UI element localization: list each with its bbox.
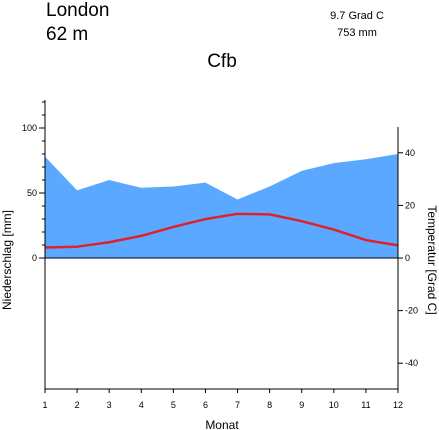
temperature-line (44, 212, 399, 249)
right-tick-label-20: 20 (405, 200, 415, 210)
annual-precipitation: 753 mm (337, 27, 377, 39)
x-tick-label-5: 5 (171, 400, 176, 410)
x-axis-label: Monat (205, 418, 239, 430)
station-name: London (46, 0, 109, 21)
right-tick-label-40: 40 (405, 148, 415, 158)
climate-class: Cfb (207, 51, 237, 72)
left-tick-label-0: 0 (32, 253, 37, 263)
x-tick-label-4: 4 (139, 400, 144, 410)
x-tick-label-2: 2 (75, 400, 80, 410)
left-tick-label-100: 100 (22, 123, 37, 133)
x-tick-label-9: 9 (299, 400, 304, 410)
x-tick-label-11: 11 (361, 400, 370, 410)
left-axis-label: Niederschlag [mm] (0, 210, 14, 310)
right-tick-label-0: 0 (405, 253, 410, 263)
x-tick-label-12: 12 (393, 400, 403, 410)
right-tick-label--20: -20 (405, 306, 418, 316)
right-axis-label: Temperatur [Grad C] (425, 205, 439, 314)
left-tick-label-50: 50 (27, 188, 37, 198)
x-tick-label-7: 7 (235, 400, 240, 410)
right-tick-label--40: -40 (405, 358, 418, 368)
station-elevation: 62 m (46, 24, 88, 45)
x-tick-label-10: 10 (329, 400, 339, 410)
x-tick-label-3: 3 (107, 400, 112, 410)
mean-temperature: 9.7 Grad C (330, 10, 384, 22)
x-tick-label-1: 1 (42, 400, 47, 410)
plot-area (44, 154, 399, 258)
precipitation-area (45, 154, 398, 258)
x-tick-label-8: 8 (267, 400, 272, 410)
x-tick-label-6: 6 (203, 400, 208, 410)
